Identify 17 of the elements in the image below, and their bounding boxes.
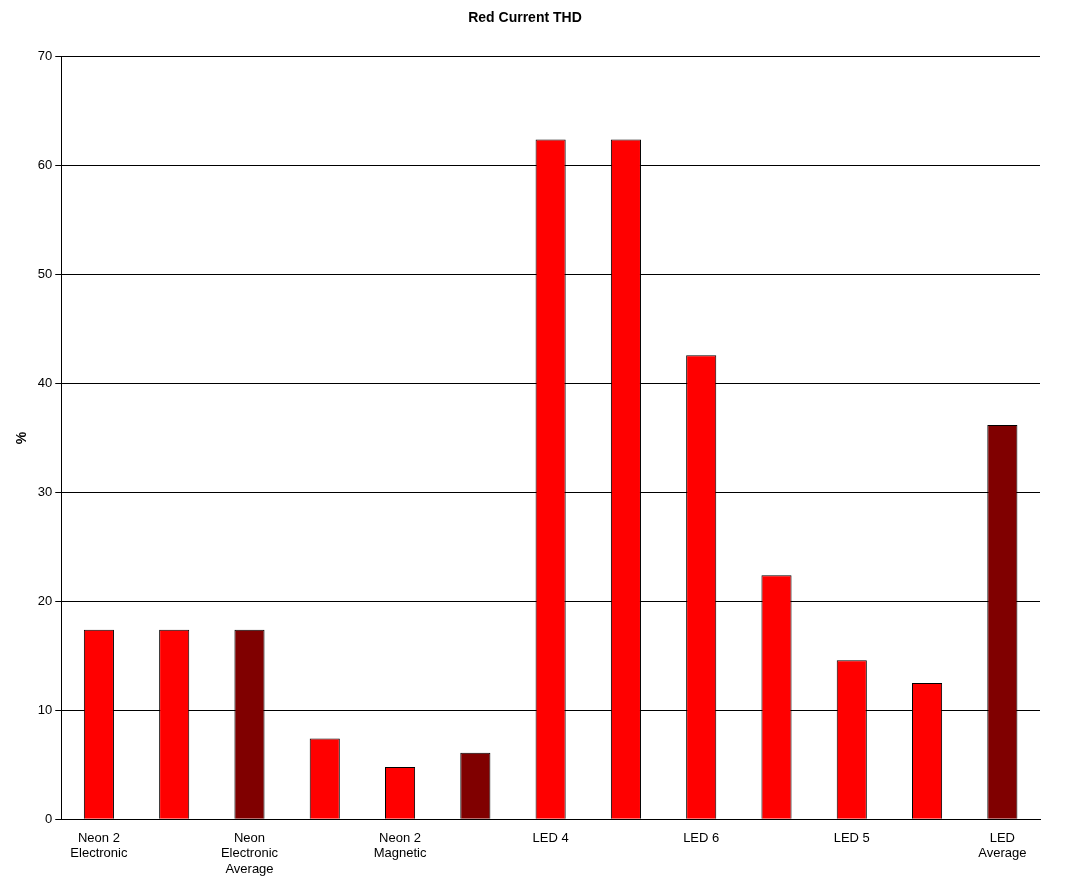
chart-title: Red Current THD [468,9,582,26]
y-axis-title: % [13,431,30,445]
x-tick-label: LED Average [978,829,1027,861]
x-tick-label: Neon 2 Electronic [70,829,128,861]
y-tick-label: 50 [37,266,53,282]
x-tick-label: LED 6 [683,829,720,845]
y-tick-label: 20 [37,592,53,608]
y-tick-label: 10 [37,701,53,717]
y-tick-label: 0 [45,810,53,826]
y-tick-label: 40 [37,375,53,391]
y-tick-label: 60 [37,157,53,173]
y-tick-label: 30 [37,484,53,500]
x-tick-label: LED 4 [532,829,569,845]
y-tick-label: 70 [37,48,53,64]
x-tick-label: Neon Electronic Average [220,829,279,876]
x-tick-label: LED 5 [833,829,870,845]
x-tick-label: Neon 2 Magnetic [373,829,427,861]
